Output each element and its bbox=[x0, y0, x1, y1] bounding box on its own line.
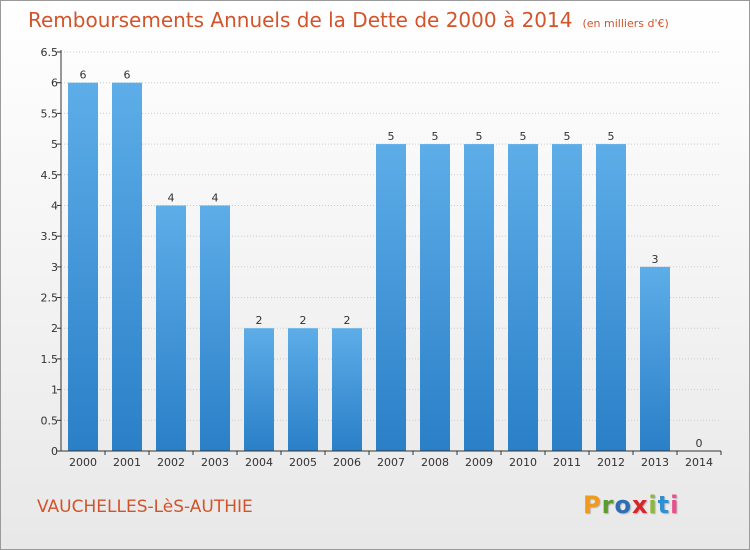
y-tick-label: 4.5 bbox=[41, 169, 59, 182]
y-tick-label: 1 bbox=[51, 384, 58, 397]
y-tick-label: 5.5 bbox=[41, 107, 59, 120]
x-tick-label: 2012 bbox=[597, 456, 625, 469]
x-tick-label: 2002 bbox=[157, 456, 185, 469]
data-label: 6 bbox=[124, 69, 131, 82]
y-tick-label: 3.5 bbox=[41, 230, 59, 243]
x-tick-label: 2014 bbox=[685, 456, 713, 469]
x-tick-label: 2003 bbox=[201, 456, 229, 469]
x-tick-label: 2010 bbox=[509, 456, 537, 469]
bar bbox=[288, 328, 318, 451]
data-label: 5 bbox=[520, 130, 527, 143]
y-tick-label: 2 bbox=[51, 322, 58, 335]
data-label: 4 bbox=[168, 191, 175, 204]
x-tick-label: 2008 bbox=[421, 456, 449, 469]
data-label: 2 bbox=[344, 314, 351, 327]
y-tick-label: 5 bbox=[51, 138, 58, 151]
logo-letter: i bbox=[648, 491, 658, 519]
x-tick-label: 2007 bbox=[377, 456, 405, 469]
bar bbox=[376, 144, 406, 452]
y-tick-label: 2.5 bbox=[41, 292, 59, 305]
y-tick-label: 1.5 bbox=[41, 353, 59, 366]
logo-letter: r bbox=[601, 491, 615, 519]
bar bbox=[244, 328, 274, 451]
data-label: 5 bbox=[608, 130, 615, 143]
bar bbox=[200, 205, 230, 451]
bar bbox=[420, 144, 450, 452]
y-tick-label: 6 bbox=[51, 77, 58, 90]
y-tick-label: 4 bbox=[51, 199, 58, 212]
data-label: 6 bbox=[80, 69, 87, 82]
title-row: Remboursements Annuels de la Dette de 20… bbox=[28, 8, 669, 32]
bar bbox=[552, 144, 582, 452]
data-label: 5 bbox=[388, 130, 395, 143]
bar bbox=[464, 144, 494, 452]
data-label: 2 bbox=[300, 314, 307, 327]
chart-title: Remboursements Annuels de la Dette de 20… bbox=[28, 8, 573, 32]
bar bbox=[508, 144, 538, 452]
y-tick-label: 6.5 bbox=[41, 46, 59, 59]
x-tick-label: 2001 bbox=[113, 456, 141, 469]
y-tick-label: 0.5 bbox=[41, 414, 59, 427]
commune-name: VAUCHELLES-LèS-AUTHIE bbox=[37, 497, 253, 517]
logo-letter: i bbox=[670, 491, 680, 519]
x-tick-label: 2011 bbox=[553, 456, 581, 469]
y-tick-label: 0 bbox=[51, 445, 58, 458]
logo-letter: o bbox=[614, 491, 632, 519]
y-tick-label: 3 bbox=[51, 261, 58, 274]
data-label: 5 bbox=[476, 130, 483, 143]
bars bbox=[68, 82, 670, 452]
logo-letter: P bbox=[583, 491, 602, 519]
proxiti-logo[interactable]: Proxiti bbox=[583, 491, 679, 519]
labels: 0 0.5 1 1.5 2 2.5 3 3.5 4 4.5 5 5.5 6 6.5 6 2000 6 2001 4 2… bbox=[41, 46, 714, 469]
logo-letter: t bbox=[657, 491, 671, 519]
x-tick-label: 2000 bbox=[69, 456, 97, 469]
bar bbox=[112, 82, 142, 451]
x-tick-label: 2005 bbox=[289, 456, 317, 469]
bar bbox=[68, 82, 98, 451]
data-label: 2 bbox=[256, 314, 263, 327]
bar bbox=[332, 328, 362, 451]
x-tick-label: 2009 bbox=[465, 456, 493, 469]
x-tick-label: 2013 bbox=[641, 456, 669, 469]
data-label: 3 bbox=[652, 253, 659, 266]
x-tick-label: 2004 bbox=[245, 456, 273, 469]
bar bbox=[640, 266, 670, 451]
x-tick-label: 2006 bbox=[333, 456, 361, 469]
logo-letter: x bbox=[631, 491, 649, 519]
bar bbox=[596, 144, 626, 452]
data-label: 5 bbox=[564, 130, 571, 143]
data-label: 5 bbox=[432, 130, 439, 143]
chart-subtitle: (en milliers d'€) bbox=[582, 17, 669, 30]
axes bbox=[57, 50, 722, 455]
data-label: 0 bbox=[696, 437, 703, 450]
data-label: 4 bbox=[212, 191, 219, 204]
bar bbox=[156, 205, 186, 451]
